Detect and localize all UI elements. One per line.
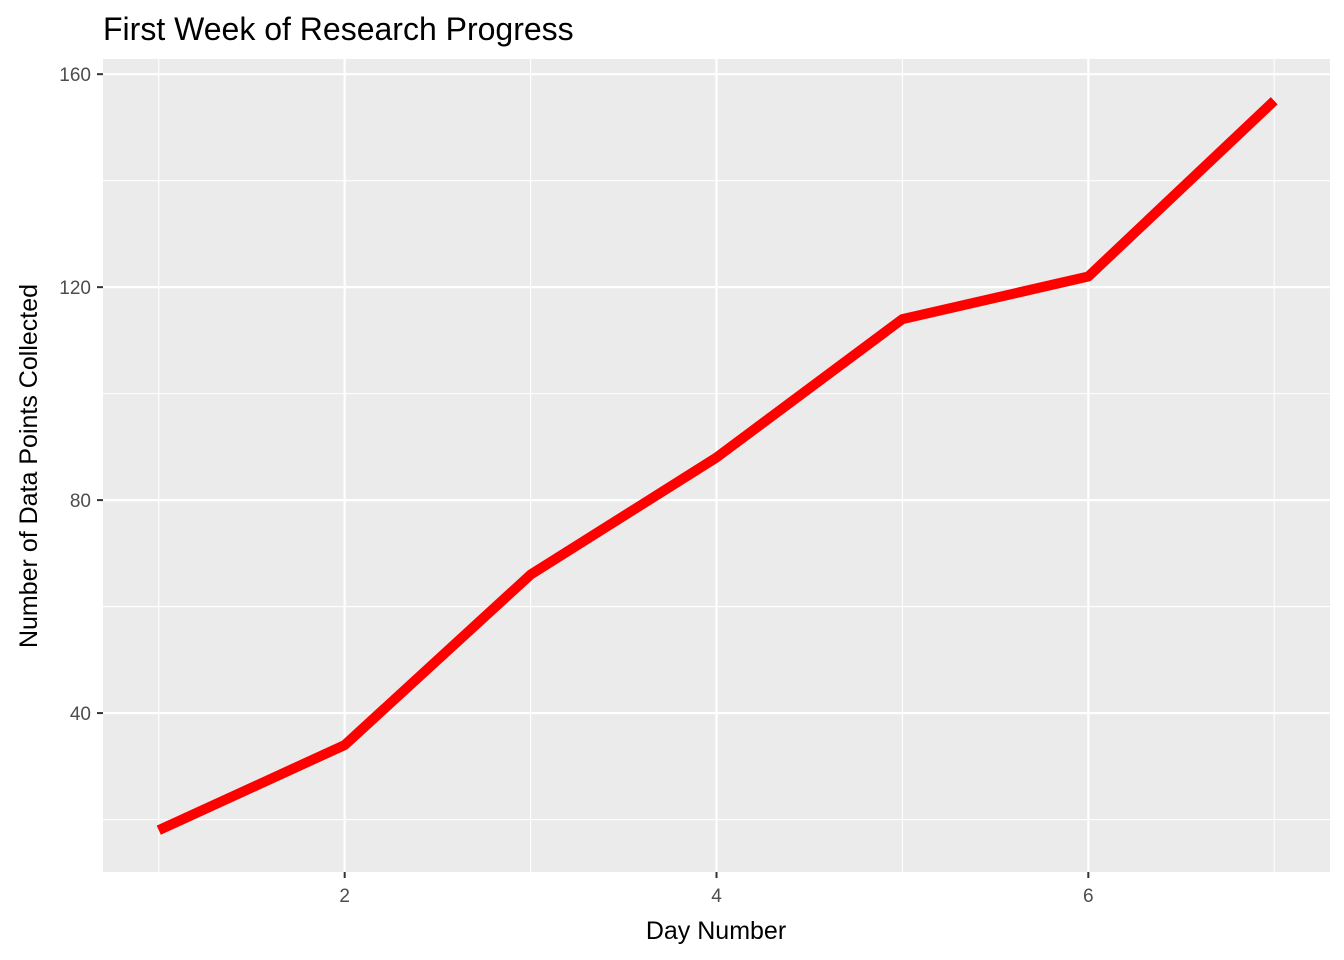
y-tick-label: 40 xyxy=(70,704,91,725)
y-axis-label: Number of Data Points Collected xyxy=(15,284,43,648)
y-axis-ticks: 40 80 120 160 xyxy=(59,65,103,725)
x-tick-label: 2 xyxy=(339,886,350,907)
x-tick-label: 4 xyxy=(711,886,722,907)
x-axis-label: Day Number xyxy=(646,917,786,945)
y-tick-label: 80 xyxy=(70,491,91,512)
major-gridlines xyxy=(103,59,1330,872)
series-layer xyxy=(156,97,1278,835)
y-tick-label: 160 xyxy=(59,65,91,86)
series-line xyxy=(156,97,1278,835)
y-tick-label: 120 xyxy=(59,278,91,299)
x-tick-label: 6 xyxy=(1083,886,1094,907)
x-axis-ticks: 2 4 6 xyxy=(339,872,1094,907)
chart-title: First Week of Research Progress xyxy=(103,11,574,47)
